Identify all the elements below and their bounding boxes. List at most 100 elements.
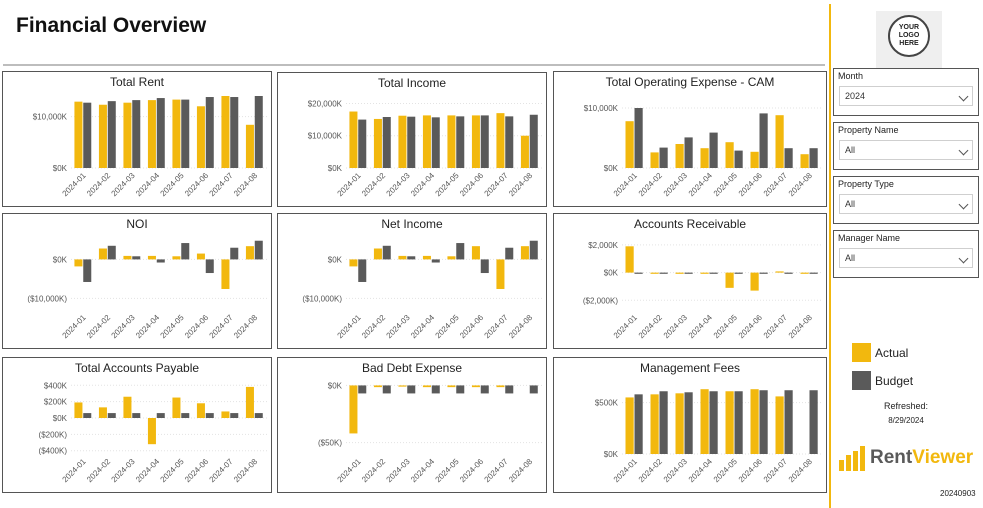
bar-actual[interactable] bbox=[496, 113, 505, 168]
bar-actual[interactable] bbox=[398, 115, 407, 168]
bar-budget[interactable] bbox=[431, 259, 440, 263]
bar-budget[interactable] bbox=[230, 413, 239, 418]
bar-actual[interactable] bbox=[750, 389, 759, 454]
bar-actual[interactable] bbox=[196, 403, 205, 418]
bar-budget[interactable] bbox=[734, 272, 743, 274]
bar-budget[interactable] bbox=[205, 413, 214, 418]
bar-budget[interactable] bbox=[634, 108, 643, 168]
bar-budget[interactable] bbox=[784, 390, 793, 454]
bar-budget[interactable] bbox=[456, 243, 465, 260]
property-name-dropdown[interactable]: All bbox=[839, 140, 973, 160]
bar-budget[interactable] bbox=[358, 385, 367, 394]
bar-budget[interactable] bbox=[456, 385, 465, 394]
bar-budget[interactable] bbox=[156, 413, 165, 418]
bar-budget[interactable] bbox=[659, 391, 668, 454]
bar-actual[interactable] bbox=[520, 246, 529, 260]
bar-budget[interactable] bbox=[431, 385, 440, 394]
bar-budget[interactable] bbox=[480, 259, 489, 274]
bar-budget[interactable] bbox=[659, 272, 668, 274]
bar-actual[interactable] bbox=[221, 96, 230, 168]
bar-actual[interactable] bbox=[98, 248, 107, 260]
bar-budget[interactable] bbox=[734, 391, 743, 454]
chart-management-fees[interactable]: Management Fees $0K $500K 2024-01 2024-02 202… bbox=[553, 357, 827, 493]
bar-actual[interactable] bbox=[750, 151, 759, 168]
bar-budget[interactable] bbox=[254, 413, 263, 418]
bar-budget[interactable] bbox=[759, 390, 768, 454]
bar-actual[interactable] bbox=[496, 385, 505, 388]
bar-budget[interactable] bbox=[505, 385, 514, 394]
bar-budget[interactable] bbox=[480, 385, 489, 394]
bar-budget[interactable] bbox=[156, 98, 165, 168]
bar-actual[interactable] bbox=[98, 407, 107, 418]
bar-budget[interactable] bbox=[529, 114, 538, 168]
bar-budget[interactable] bbox=[809, 272, 818, 274]
bar-budget[interactable] bbox=[456, 116, 465, 168]
bar-actual[interactable] bbox=[398, 385, 407, 387]
bar-actual[interactable] bbox=[221, 259, 230, 289]
chart-total-income[interactable]: Total Income $0K $10,000K $20,000K 2024-01 20… bbox=[277, 72, 547, 207]
bar-budget[interactable] bbox=[431, 117, 440, 168]
bar-actual[interactable] bbox=[422, 115, 431, 168]
bar-budget[interactable] bbox=[83, 413, 92, 418]
bar-actual[interactable] bbox=[147, 418, 156, 445]
bar-budget[interactable] bbox=[759, 113, 768, 168]
chart-total-accounts-payable[interactable]: Total Accounts Payable $400K $200K $0K ($200… bbox=[2, 357, 272, 493]
bar-actual[interactable] bbox=[147, 100, 156, 168]
bar-actual[interactable] bbox=[74, 101, 83, 168]
bar-actual[interactable] bbox=[650, 152, 659, 168]
bar-actual[interactable] bbox=[349, 259, 358, 267]
bar-budget[interactable] bbox=[83, 259, 92, 282]
bar-budget[interactable] bbox=[809, 148, 818, 168]
bar-actual[interactable] bbox=[496, 259, 505, 289]
bar-actual[interactable] bbox=[196, 253, 205, 260]
bar-budget[interactable] bbox=[107, 101, 116, 168]
bar-budget[interactable] bbox=[784, 148, 793, 168]
bar-budget[interactable] bbox=[132, 100, 141, 168]
bar-actual[interactable] bbox=[625, 397, 634, 454]
bar-budget[interactable] bbox=[529, 240, 538, 260]
bar-actual[interactable] bbox=[625, 246, 634, 273]
bar-actual[interactable] bbox=[725, 272, 734, 288]
chart-net-income[interactable]: Net Income $0K ($10,000K) 2024-01 2024-02 202… bbox=[277, 213, 547, 349]
bar-budget[interactable] bbox=[709, 391, 718, 454]
bar-budget[interactable] bbox=[505, 116, 514, 168]
bar-actual[interactable] bbox=[725, 142, 734, 168]
bar-actual[interactable] bbox=[650, 394, 659, 454]
bar-actual[interactable] bbox=[447, 115, 456, 168]
bar-actual[interactable] bbox=[245, 246, 254, 260]
bar-budget[interactable] bbox=[407, 385, 416, 394]
bar-budget[interactable] bbox=[358, 259, 367, 282]
bar-actual[interactable] bbox=[349, 385, 358, 434]
bar-actual[interactable] bbox=[471, 115, 480, 168]
bar-actual[interactable] bbox=[800, 154, 809, 168]
bar-budget[interactable] bbox=[684, 392, 693, 454]
bar-actual[interactable] bbox=[520, 135, 529, 168]
bar-actual[interactable] bbox=[172, 256, 181, 260]
bar-budget[interactable] bbox=[358, 119, 367, 168]
bar-actual[interactable] bbox=[123, 396, 132, 418]
bar-budget[interactable] bbox=[156, 259, 165, 263]
month-dropdown[interactable]: 2024 bbox=[839, 86, 973, 106]
bar-budget[interactable] bbox=[254, 240, 263, 260]
bar-actual[interactable] bbox=[471, 385, 480, 388]
bar-actual[interactable] bbox=[675, 272, 684, 274]
bar-actual[interactable] bbox=[675, 144, 684, 168]
bar-budget[interactable] bbox=[529, 385, 538, 394]
bar-actual[interactable] bbox=[422, 385, 431, 388]
bar-budget[interactable] bbox=[132, 256, 141, 260]
bar-actual[interactable] bbox=[800, 272, 809, 274]
bar-budget[interactable] bbox=[634, 272, 643, 274]
bar-actual[interactable] bbox=[373, 248, 382, 260]
bar-actual[interactable] bbox=[245, 124, 254, 168]
bar-budget[interactable] bbox=[659, 147, 668, 168]
bar-actual[interactable] bbox=[123, 102, 132, 168]
bar-budget[interactable] bbox=[181, 243, 190, 260]
bar-budget[interactable] bbox=[407, 116, 416, 168]
bar-actual[interactable] bbox=[221, 411, 230, 418]
bar-actual[interactable] bbox=[373, 385, 382, 388]
bar-actual[interactable] bbox=[373, 118, 382, 168]
bar-budget[interactable] bbox=[181, 413, 190, 418]
bar-actual[interactable] bbox=[775, 115, 784, 168]
bar-budget[interactable] bbox=[480, 115, 489, 168]
bar-budget[interactable] bbox=[709, 272, 718, 274]
